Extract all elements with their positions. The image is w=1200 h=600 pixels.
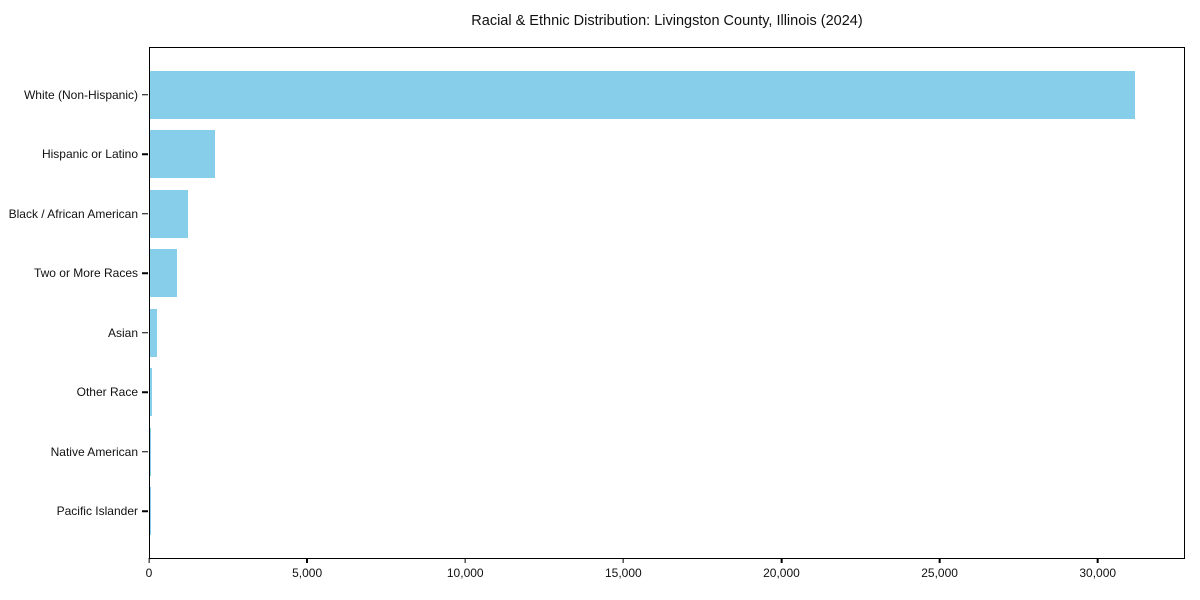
chart-row-pacific-islander: Pacific Islander [57,482,1184,542]
x-tick-label: 25,000 [921,566,958,580]
chart-row-two-or-more-races: Two or More Races [34,244,1184,304]
x-tick-label: 5,000 [292,566,323,580]
x-tick-label: 15,000 [604,566,642,580]
x-tick-10000: 10,000 [447,558,484,580]
y-tick-label-native-american: Native American [50,444,138,459]
bar-asian [150,308,157,357]
y-tick-mark [142,332,148,334]
y-tick-label-two-or-more-races: Two or More Races [33,266,138,281]
y-tick-mark [142,391,148,393]
y-tick-mark [142,451,148,453]
chart-row-black-african-american: Black / African American [9,184,1184,244]
y-tick-mark [142,213,148,215]
y-tick-label-other-race: Other Race [76,385,138,400]
x-tick-mark [148,558,150,563]
chart-row-native-american: Native American [51,422,1184,482]
x-tick-20000: 20,000 [763,558,800,580]
y-tick-label-black-african-american: Black / African American [8,206,138,221]
bar-hispanic-or-latino [150,130,215,179]
x-tick-label: 10,000 [446,566,484,580]
y-tick-label-pacific-islander: Pacific Islander [56,504,138,519]
chart-row-white-non-hispanic: White (Non-Hispanic) [24,65,1184,125]
x-tick-mark [938,558,941,563]
x-tick-30000: 30,000 [1079,558,1116,580]
x-tick-5000: 5,000 [292,558,322,580]
y-tick-label-asian: Asian [107,325,138,340]
x-tick-label: 0 [145,566,153,580]
x-tick-mark [780,558,783,563]
bar-white-non-hispanic [150,70,1135,119]
chart-row-other-race: Other Race [77,363,1184,423]
x-tick-label: 30,000 [1079,566,1117,580]
bar-two-or-more-races [150,249,178,298]
y-tick-label-white-non-hispanic: White (Non-Hispanic) [23,87,138,102]
chart-row-hispanic-or-latino: Hispanic or Latino [42,125,1184,185]
bar-native-american [150,427,151,476]
y-tick-mark [142,94,148,96]
x-tick-25000: 25,000 [921,558,958,580]
plot-rows: White (Non-Hispanic) Hispanic or Latino Bl… [9,48,1184,558]
x-tick-0: 0 [145,558,153,580]
x-tick-mark [464,558,466,563]
x-tick-mark [622,558,625,563]
x-tick-label: 20,000 [763,566,800,580]
y-tick-label-hispanic-or-latino: Hispanic or Latino [41,147,138,162]
y-tick-mark [142,510,148,512]
x-tick-mark [306,558,308,563]
y-tick-mark [142,272,148,274]
x-tick-mark [1096,558,1099,563]
x-axis: 0 5,000 10,000 15,000 20,000 25,000 30,000 [145,558,1185,594]
chart-title: Racial & Ethnic Distribution: Livingston… [471,13,863,29]
bar-black-african-american [150,189,188,238]
y-tick-mark [142,153,148,155]
x-tick-15000: 15,000 [605,558,642,580]
plot-area: White (Non-Hispanic) Hispanic or Latino Bl… [9,47,1185,559]
bar-other-race [150,368,152,417]
chart-row-asian: Asian [108,303,1184,363]
